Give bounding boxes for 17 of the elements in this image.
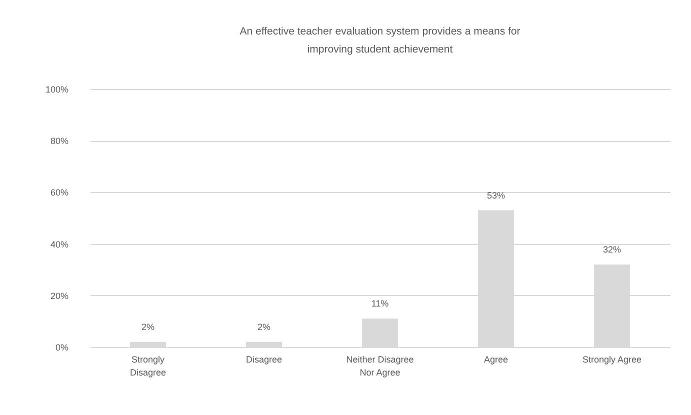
y-tick-label: 40% [50,239,68,250]
data-label: 11% [371,298,389,309]
data-label: 53% [486,190,506,200]
y-tick-label: 0% [55,342,68,352]
x-tick-label: Disagree [246,354,282,364]
chart-title: An effective teacher evaluation system provides a means for improving student achievement [240,26,521,56]
data-label: 32% [602,244,622,254]
data-label: 2% [257,322,271,332]
x-tick-label: Neither Disagree Nor Agree [346,354,414,378]
y-tick-label: 60% [50,188,68,198]
y-tick-label: 20% [50,290,68,301]
x-tick-label: Strongly Disagree [130,354,166,378]
x-tick-label: Strongly Agree [582,354,642,364]
y-tick-label: 100% [45,84,68,94]
data-label: 2% [141,322,155,332]
x-tick-label: Agree [484,354,508,364]
y-tick-label: 80% [50,136,68,146]
